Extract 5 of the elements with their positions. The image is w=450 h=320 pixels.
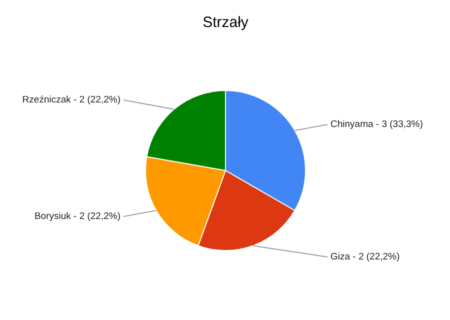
- slice-label: Borysiuk - 2 (22,2%): [34, 211, 121, 222]
- chart-title: Strzały: [202, 14, 249, 31]
- slice-label: Chinyama - 3 (33,3%): [330, 119, 423, 130]
- slice-label: Rzeźniczak - 2 (22,2%): [22, 94, 120, 106]
- slice-label: Giza - 2 (22,2%): [330, 251, 400, 262]
